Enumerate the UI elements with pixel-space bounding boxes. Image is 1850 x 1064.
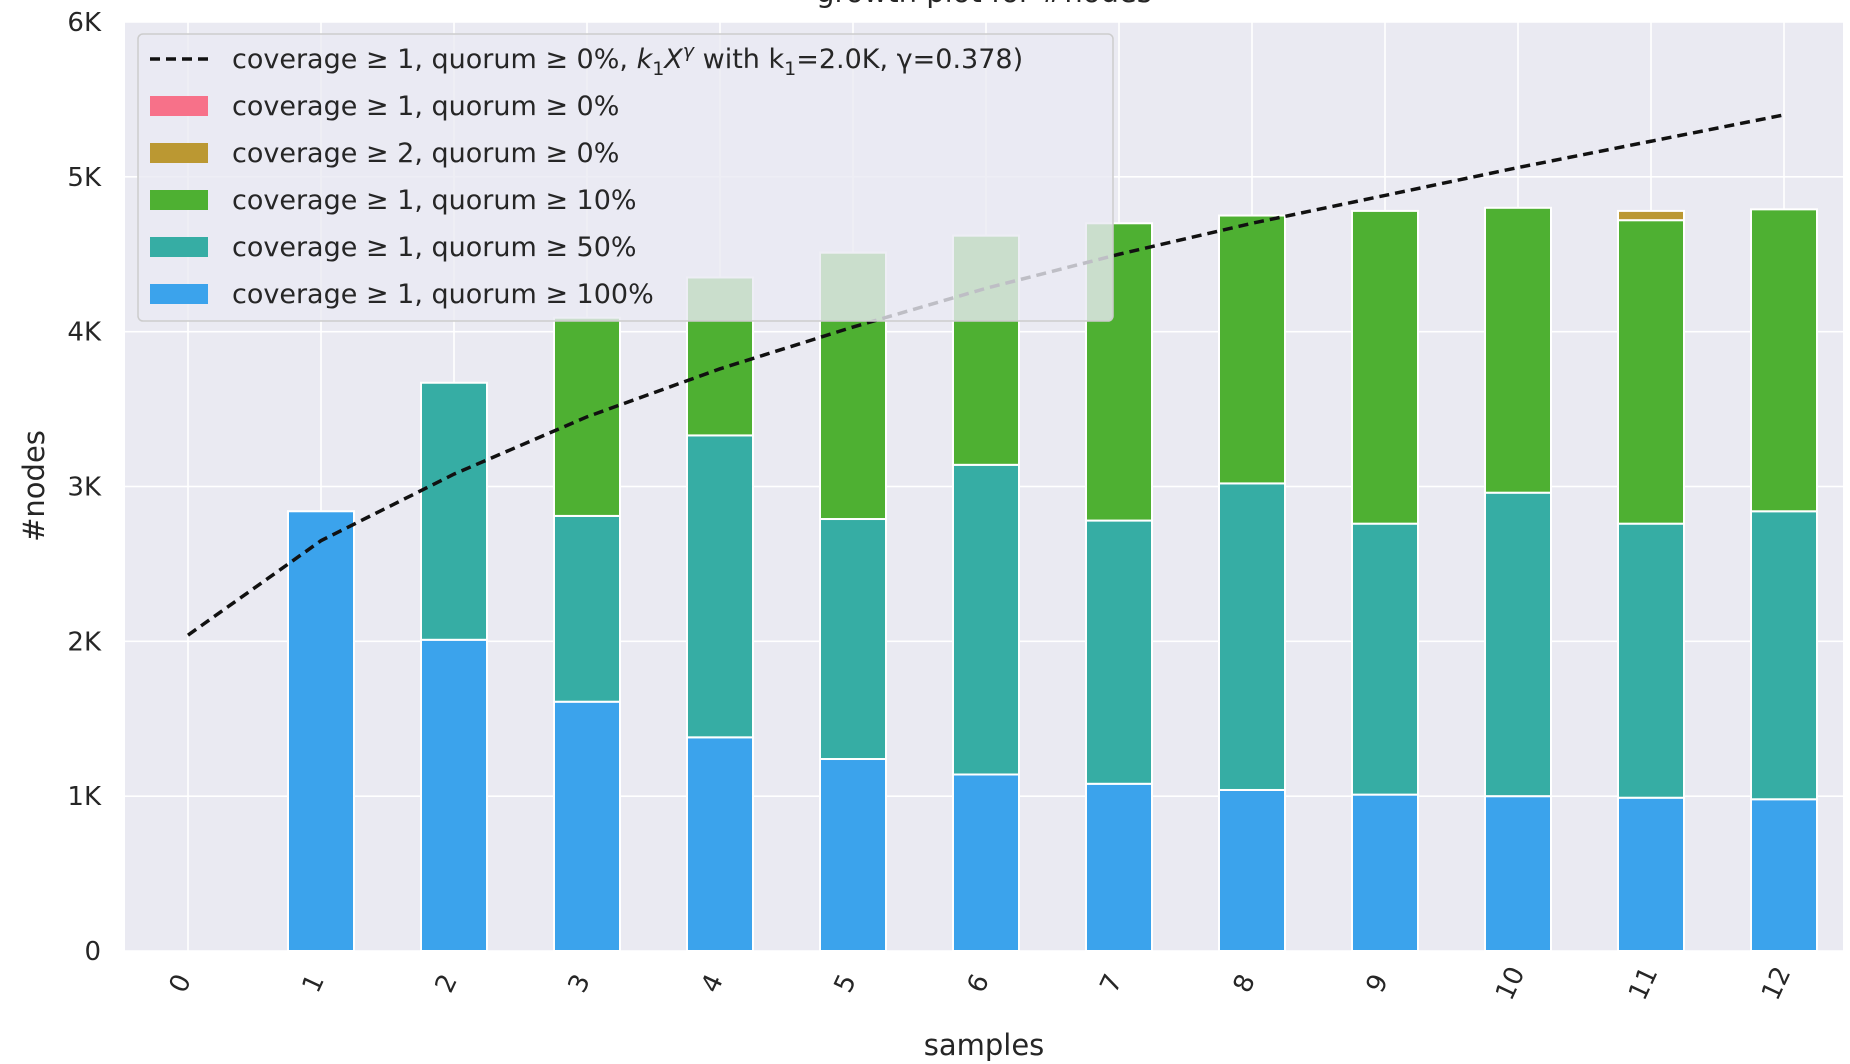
y-tick-label: 5K	[67, 163, 102, 193]
legend-swatch	[150, 190, 208, 210]
bar-segment	[420, 638, 488, 952]
legend-label-fit: coverage ≥ 1, quorum ≥ 0%, k1Xγ with k1=…	[232, 40, 1023, 80]
x-tick-label: 12	[1756, 962, 1797, 1005]
y-tick-label: 0	[84, 937, 101, 967]
bar-segment	[1484, 491, 1552, 798]
bar-segment	[1617, 522, 1685, 799]
bar-segment	[1085, 782, 1153, 953]
legend-label: coverage ≥ 1, quorum ≥ 0%	[232, 91, 619, 122]
bar-segment	[1218, 214, 1286, 485]
x-tick-label: 8	[1228, 970, 1262, 998]
x-tick-label: 9	[1361, 970, 1395, 998]
x-tick-label: 1	[297, 970, 331, 998]
bar-segment	[553, 700, 621, 952]
bar-segment	[1085, 519, 1153, 785]
bar-segment	[1617, 219, 1685, 525]
legend-label: coverage ≥ 1, quorum ≥ 10%	[232, 185, 637, 216]
x-tick-label: 0	[164, 970, 198, 998]
y-tick-label: 3K	[67, 473, 102, 503]
legend-label: coverage ≥ 1, quorum ≥ 100%	[232, 279, 654, 310]
bar-segment	[1218, 482, 1286, 791]
bar-segment	[1351, 209, 1419, 525]
x-tick-label: 4	[696, 970, 730, 998]
legend-label: coverage ≥ 2, quorum ≥ 0%	[232, 138, 619, 169]
fit-line	[186, 113, 1785, 637]
bar-segment	[686, 434, 754, 739]
x-tick-label: 10	[1490, 962, 1531, 1005]
bar-segment	[819, 758, 887, 952]
x-tick-label: 6	[962, 970, 996, 998]
y-tick-label: 2K	[67, 627, 102, 657]
y-tick-label: 4K	[67, 318, 102, 348]
chart-title: growth plot for #nodes	[816, 0, 1152, 9]
legend-swatch	[150, 96, 208, 116]
x-tick-label: 2	[430, 970, 464, 998]
fit-curve	[186, 113, 1785, 637]
x-tick-label: 5	[829, 970, 863, 998]
y-axis-label: #nodes	[17, 430, 51, 542]
bar-segment	[819, 518, 887, 761]
legend: coverage ≥ 1, quorum ≥ 0%, k1Xγ with k1=…	[137, 33, 1114, 322]
bar-segment	[420, 381, 488, 641]
legend-swatch	[150, 143, 208, 163]
x-tick-label: 7	[1095, 970, 1129, 998]
bar-segment	[1617, 209, 1685, 222]
bar-segment	[1750, 798, 1818, 952]
x-tick-label: 11	[1623, 962, 1664, 1005]
bar-segment	[1218, 788, 1286, 952]
bar-segment	[1484, 206, 1552, 494]
legend-swatch	[150, 237, 208, 257]
bar-segment	[952, 463, 1020, 776]
bar-segment	[1750, 510, 1818, 801]
y-tick-label: 6K	[67, 8, 102, 38]
x-tick-label: 3	[563, 970, 597, 998]
bar-segment	[1750, 208, 1818, 513]
bar-segment	[287, 510, 355, 952]
bar-segment	[1617, 796, 1685, 953]
x-axis-label: samples	[924, 1028, 1045, 1062]
legend-swatch	[150, 284, 208, 304]
bar-segment	[1351, 522, 1419, 796]
bar-segment	[952, 773, 1020, 952]
y-axis-ticks: 0 1K 2K 3K 4K 5K 6K	[67, 8, 102, 967]
legend-entries: coverage ≥ 1, quorum ≥ 0% coverage ≥ 2, q…	[150, 91, 654, 310]
legend-label: coverage ≥ 1, quorum ≥ 50%	[232, 232, 637, 263]
bar-segment	[1351, 793, 1419, 953]
bar-segment	[1484, 795, 1552, 953]
bar-segment	[686, 736, 754, 953]
legend-box	[137, 33, 1114, 322]
x-axis-ticks: 0 1 2 3 4 5 6 7 8 9 10 11 12	[164, 962, 1798, 1005]
y-tick-label: 1K	[67, 782, 102, 812]
bar-segment	[553, 514, 621, 703]
